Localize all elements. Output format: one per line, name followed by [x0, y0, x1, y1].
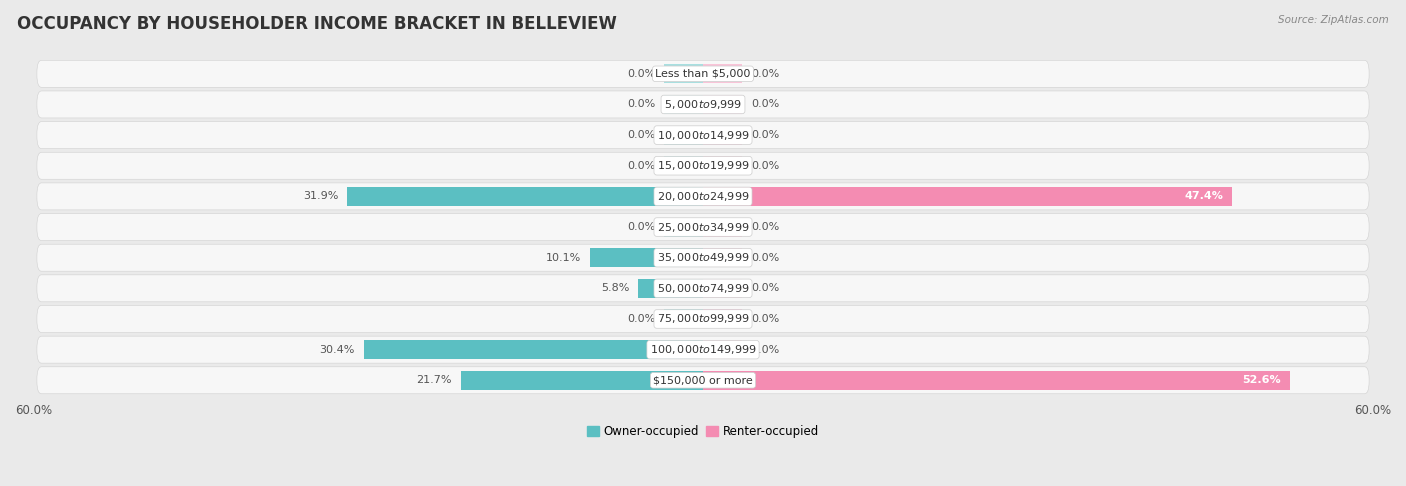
- FancyBboxPatch shape: [37, 244, 1369, 271]
- Text: $5,000 to $9,999: $5,000 to $9,999: [664, 98, 742, 111]
- FancyBboxPatch shape: [37, 306, 1369, 332]
- Text: 10.1%: 10.1%: [546, 253, 582, 263]
- Bar: [664, 218, 703, 237]
- Bar: [703, 187, 1232, 206]
- Text: $100,000 to $149,999: $100,000 to $149,999: [650, 343, 756, 356]
- Text: 0.0%: 0.0%: [751, 283, 779, 294]
- Bar: [703, 156, 742, 175]
- Text: $150,000 or more: $150,000 or more: [654, 375, 752, 385]
- FancyBboxPatch shape: [37, 275, 1369, 302]
- Bar: [461, 371, 703, 390]
- FancyBboxPatch shape: [37, 213, 1369, 241]
- Bar: [703, 279, 742, 298]
- Text: 0.0%: 0.0%: [627, 69, 655, 79]
- FancyBboxPatch shape: [37, 336, 1369, 363]
- Bar: [664, 64, 703, 83]
- Bar: [664, 95, 703, 114]
- Text: $75,000 to $99,999: $75,000 to $99,999: [657, 312, 749, 326]
- Text: Source: ZipAtlas.com: Source: ZipAtlas.com: [1278, 15, 1389, 25]
- Bar: [638, 279, 703, 298]
- Bar: [347, 187, 703, 206]
- Bar: [703, 125, 742, 145]
- Text: 0.0%: 0.0%: [627, 130, 655, 140]
- Bar: [664, 310, 703, 329]
- Text: 5.8%: 5.8%: [600, 283, 630, 294]
- Text: 0.0%: 0.0%: [751, 345, 779, 355]
- Text: $10,000 to $14,999: $10,000 to $14,999: [657, 129, 749, 141]
- Text: $50,000 to $74,999: $50,000 to $74,999: [657, 282, 749, 295]
- Text: Less than $5,000: Less than $5,000: [655, 69, 751, 79]
- Text: 0.0%: 0.0%: [627, 314, 655, 324]
- Bar: [703, 371, 1289, 390]
- Text: 52.6%: 52.6%: [1243, 375, 1281, 385]
- Text: 21.7%: 21.7%: [416, 375, 451, 385]
- Text: 0.0%: 0.0%: [751, 130, 779, 140]
- FancyBboxPatch shape: [37, 91, 1369, 118]
- Text: $25,000 to $34,999: $25,000 to $34,999: [657, 221, 749, 234]
- FancyBboxPatch shape: [37, 122, 1369, 149]
- Bar: [703, 248, 742, 267]
- FancyBboxPatch shape: [37, 183, 1369, 210]
- Legend: Owner-occupied, Renter-occupied: Owner-occupied, Renter-occupied: [582, 420, 824, 443]
- Text: 0.0%: 0.0%: [627, 100, 655, 109]
- FancyBboxPatch shape: [37, 367, 1369, 394]
- Text: 47.4%: 47.4%: [1184, 191, 1223, 201]
- Text: 31.9%: 31.9%: [302, 191, 339, 201]
- FancyBboxPatch shape: [37, 152, 1369, 179]
- Text: 0.0%: 0.0%: [627, 161, 655, 171]
- Text: 0.0%: 0.0%: [751, 222, 779, 232]
- Text: 0.0%: 0.0%: [751, 161, 779, 171]
- Bar: [703, 340, 742, 359]
- Text: $35,000 to $49,999: $35,000 to $49,999: [657, 251, 749, 264]
- Bar: [664, 156, 703, 175]
- Text: 0.0%: 0.0%: [751, 253, 779, 263]
- Text: OCCUPANCY BY HOUSEHOLDER INCOME BRACKET IN BELLEVIEW: OCCUPANCY BY HOUSEHOLDER INCOME BRACKET …: [17, 15, 617, 33]
- Bar: [364, 340, 703, 359]
- Text: $15,000 to $19,999: $15,000 to $19,999: [657, 159, 749, 172]
- Bar: [591, 248, 703, 267]
- Bar: [703, 310, 742, 329]
- Bar: [703, 218, 742, 237]
- FancyBboxPatch shape: [37, 60, 1369, 87]
- Text: 0.0%: 0.0%: [751, 100, 779, 109]
- Bar: [703, 64, 742, 83]
- Text: 0.0%: 0.0%: [627, 222, 655, 232]
- Bar: [703, 95, 742, 114]
- Text: 30.4%: 30.4%: [319, 345, 354, 355]
- Text: 0.0%: 0.0%: [751, 314, 779, 324]
- Bar: [664, 125, 703, 145]
- Text: 0.0%: 0.0%: [751, 69, 779, 79]
- Text: $20,000 to $24,999: $20,000 to $24,999: [657, 190, 749, 203]
